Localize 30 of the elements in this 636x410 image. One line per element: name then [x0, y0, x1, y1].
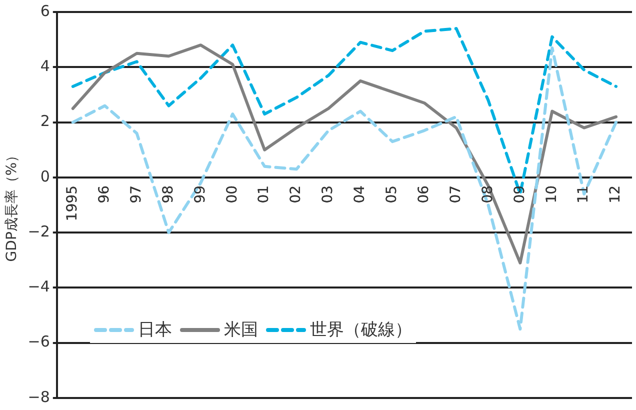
x-tick-label: 99	[192, 185, 208, 204]
y-axis-title: GDP成長率（%）	[4, 148, 20, 262]
x-tick-label: 03	[320, 185, 336, 204]
x-tick-label: 04	[352, 185, 368, 204]
y-tick-label: −2	[28, 222, 50, 240]
y-tick-label: 0	[40, 167, 50, 186]
y-tick-label: −6	[28, 332, 50, 351]
y-tick-label: −8	[28, 388, 50, 406]
y-tick-label: −4	[28, 278, 50, 296]
x-tick-label: 00	[224, 185, 240, 204]
x-tick-label: 1995	[64, 185, 81, 222]
y-tick-label: 4	[40, 57, 50, 76]
x-tick-label: 11	[576, 185, 592, 204]
x-tick-label: 97	[128, 185, 144, 204]
x-tick-label: 05	[384, 185, 400, 204]
x-tick-label: 08	[480, 185, 496, 204]
legend-label: 日本	[138, 319, 172, 341]
x-tick-label: 96	[96, 185, 112, 204]
x-tick-label: 09	[512, 185, 528, 204]
x-tick-label: 01	[256, 185, 272, 204]
y-tick-label: 2	[40, 112, 50, 130]
x-tick-label: 02	[288, 185, 304, 204]
legend-label: 米国	[224, 319, 258, 341]
x-tick-label: 10	[544, 185, 560, 204]
x-tick-label: 06	[416, 185, 432, 204]
y-tick-label: 6	[40, 2, 50, 20]
x-tick-label: 07	[448, 185, 464, 204]
x-tick-label: 12	[608, 185, 624, 204]
legend-label: 世界（破線）	[310, 319, 412, 341]
x-tick-label: 98	[160, 185, 176, 204]
